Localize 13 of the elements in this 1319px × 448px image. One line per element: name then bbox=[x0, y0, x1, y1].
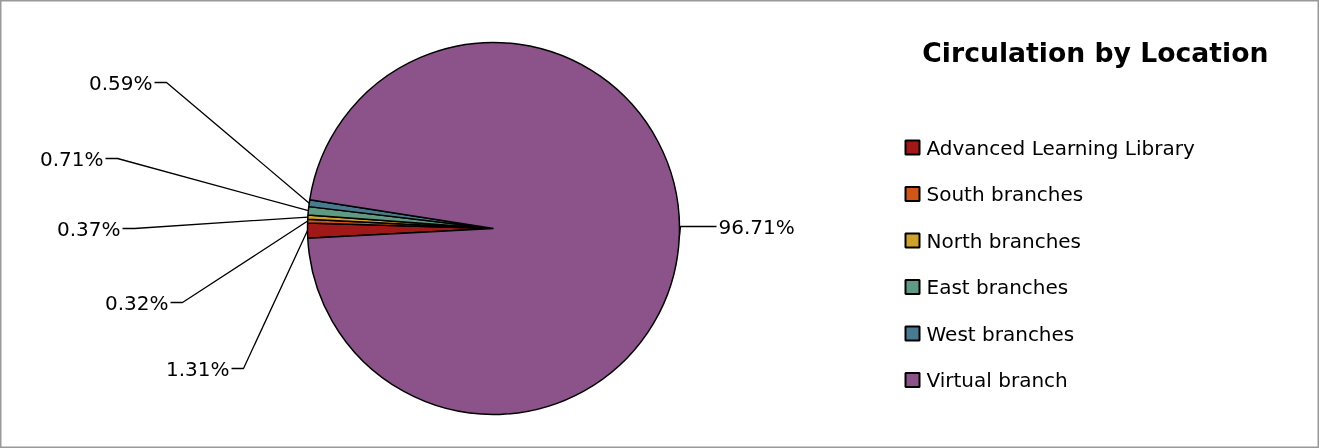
legend-label: West branches bbox=[926, 321, 1075, 346]
legend-label: East branches bbox=[926, 275, 1069, 299]
chart-title: Circulation by Location bbox=[922, 37, 1269, 68]
data-label: 0.37% bbox=[56, 216, 121, 241]
legend-label: South branches bbox=[926, 182, 1084, 206]
legend-label: North branches bbox=[926, 228, 1082, 253]
data-label: 0.59% bbox=[88, 70, 153, 95]
legend-label: Advanced Learning Library bbox=[926, 135, 1195, 160]
data-label: 0.32% bbox=[104, 290, 169, 315]
data-label: 1.31% bbox=[165, 356, 230, 381]
legend-label: Virtual branch bbox=[926, 368, 1068, 392]
data-label: 0.71% bbox=[39, 146, 104, 171]
data-label: 96.71% bbox=[718, 214, 795, 239]
